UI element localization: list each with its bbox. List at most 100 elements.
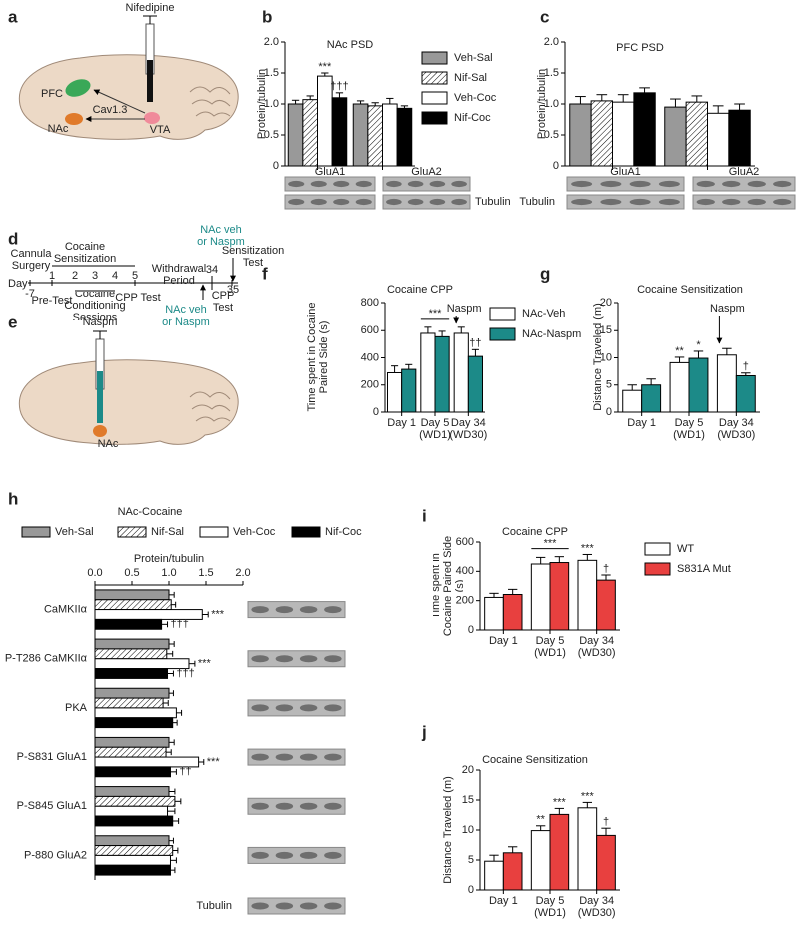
- annotation: **: [536, 814, 545, 826]
- y-axis-label: Time spent in Cocaine Paired Side (s): [305, 302, 330, 412]
- blot: [247, 897, 346, 915]
- label-box: Cannula Surgery: [10, 247, 52, 272]
- bar: [669, 361, 690, 413]
- blot-band: [773, 180, 792, 188]
- blot: [692, 194, 796, 210]
- y-tick-label: 0.5: [264, 129, 279, 141]
- x-tick-label: Day 34 (WD30): [449, 417, 488, 442]
- panel-label: g: [540, 264, 550, 283]
- timeline-label: Sensitization Test: [222, 244, 284, 269]
- blot-band: [333, 180, 350, 188]
- annotation: ***: [429, 308, 443, 320]
- brain-diagram: [18, 15, 239, 140]
- bar: [484, 596, 504, 631]
- y-tick-label: 0: [273, 160, 279, 172]
- x-tick-label: Day 1: [488, 895, 518, 907]
- bar: [287, 103, 304, 167]
- y-tick-label: 10: [600, 351, 612, 363]
- y-axis-label-box: Time spent in Cocaine Paired Side (s): [305, 302, 330, 412]
- blot-band: [658, 198, 680, 206]
- day-label: 1: [49, 270, 55, 282]
- annotation: ***: [198, 658, 212, 670]
- blot-band: [773, 198, 792, 206]
- annotation: †: [743, 361, 749, 373]
- annotation: Naspm: [710, 303, 745, 315]
- legend-swatch: [644, 562, 671, 576]
- timeline: [28, 258, 238, 300]
- blot-band: [251, 704, 269, 712]
- y-axis-label: Distance Traveled (m): [441, 776, 454, 884]
- blot-band: [299, 704, 318, 712]
- bar: [685, 101, 708, 167]
- blot: [284, 176, 376, 192]
- blot-band: [386, 198, 402, 206]
- timeline-label: Cannula Surgery: [10, 247, 52, 272]
- chart-title: Cocaine CPP: [387, 284, 453, 296]
- blot-band: [251, 606, 269, 614]
- blot: [284, 194, 376, 210]
- bar: [94, 668, 169, 679]
- annotation: ***: [581, 542, 595, 554]
- blot-band: [299, 655, 318, 663]
- y-tick-label: 5: [468, 854, 474, 866]
- blot-band: [629, 180, 651, 188]
- blot-band: [310, 180, 327, 188]
- chart-title: NAc PSD: [327, 39, 374, 51]
- label-box: Pre-Test: [31, 294, 73, 307]
- legend-label: S831A Mut: [677, 563, 731, 575]
- label-box: Sensitization Test: [222, 244, 284, 269]
- blot-band: [299, 606, 318, 614]
- label-box: Withdrawal Period: [152, 263, 206, 287]
- y-tick-label: 0: [606, 406, 612, 418]
- bar: [387, 371, 403, 413]
- blot-band: [429, 198, 446, 206]
- x-tick-label-box: Day 34 (WD30): [717, 417, 755, 441]
- x-tick-label: Day 5 (WD1): [673, 417, 705, 442]
- blot-band: [310, 198, 327, 206]
- y-tick-label: PKA: [65, 702, 88, 714]
- legend-swatch: [421, 51, 448, 65]
- legend-swatch: [421, 111, 448, 125]
- blot-band: [429, 180, 446, 188]
- blot-band: [407, 198, 424, 206]
- bar: [94, 697, 164, 709]
- bar: [94, 648, 168, 660]
- timeline-label: Pre-Test: [31, 294, 73, 307]
- blot-band: [251, 802, 269, 810]
- x-tick-label: Day 1: [488, 635, 518, 647]
- bar: [664, 106, 687, 167]
- diagram-label: NAc: [48, 123, 69, 135]
- blot-label: Tubulin: [196, 900, 232, 912]
- bar: [94, 786, 170, 797]
- legend-label: WT: [677, 543, 694, 555]
- bar: [94, 658, 190, 670]
- bar: [94, 717, 174, 729]
- annotation: ††: [179, 766, 191, 778]
- blot-band: [324, 704, 342, 712]
- blot: [247, 699, 346, 717]
- x-tick-label: GluA2: [729, 166, 760, 178]
- blot-band: [722, 180, 741, 188]
- blot-band: [288, 198, 305, 206]
- y-tick-label: 0: [468, 624, 474, 636]
- x-tick-label-box: Day 1: [387, 417, 416, 429]
- x-tick-label: 0.5: [124, 567, 139, 579]
- blot-band: [324, 606, 342, 614]
- blot-band: [299, 802, 318, 810]
- y-tick-label: CaMKIIα: [44, 603, 88, 615]
- y-tick-label: 10: [462, 824, 474, 836]
- bar: [94, 707, 177, 719]
- legend-label: NAc-Naspm: [522, 328, 581, 340]
- bar: [382, 103, 398, 167]
- y-tick-label: 20: [462, 764, 474, 776]
- annotation: †††: [176, 667, 194, 679]
- x-tick-label: Day 34 (WD30): [577, 635, 616, 660]
- annotation: †††: [171, 618, 189, 630]
- bar: [596, 579, 616, 631]
- x-tick-label: Day 5 (WD1): [419, 417, 451, 442]
- blot-band: [275, 851, 294, 859]
- bar: [502, 594, 523, 631]
- legend-label: Veh-Coc: [233, 526, 276, 538]
- y-tick-label: 0: [373, 406, 379, 418]
